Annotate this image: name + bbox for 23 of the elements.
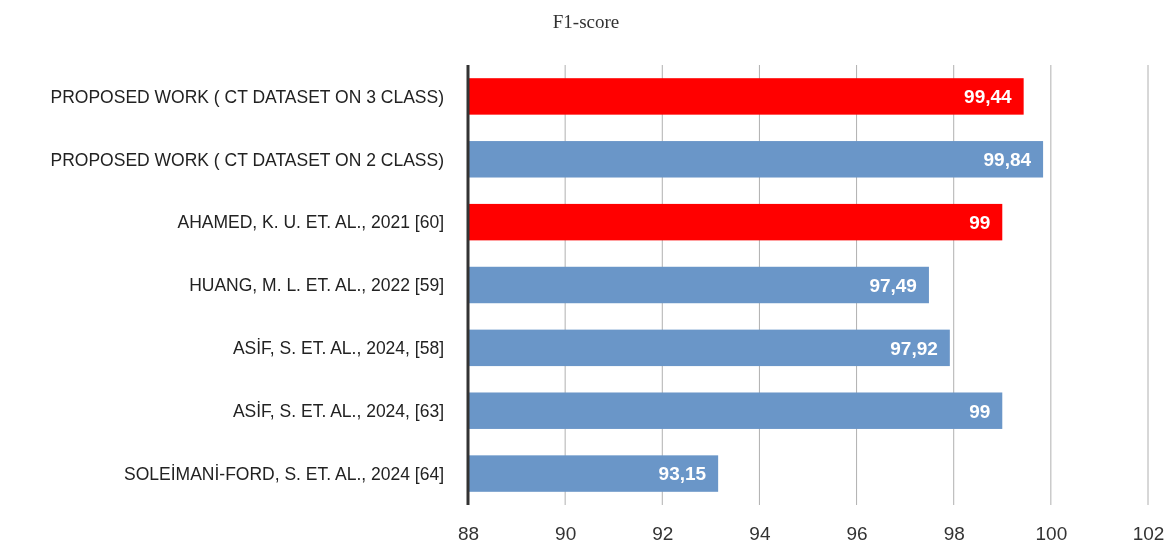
y-tick-label: ASİF, S. ET. AL., 2024, [58] [232, 338, 444, 359]
y-tick-label: PROPOSED WORK ( CT DATASET ON 3 CLASS) [50, 86, 444, 107]
data-label: 99 [969, 400, 991, 422]
data-label: 99 [969, 211, 991, 233]
data-label: 93,15 [658, 463, 707, 485]
y-tick-label: AHAMED, K. U. ET. AL., 2021 [60] [177, 212, 444, 233]
x-tick-label: 94 [749, 523, 771, 545]
x-tick-label: 98 [943, 523, 965, 545]
x-tick-label: 88 [457, 523, 480, 545]
x-tick-label: 90 [555, 523, 577, 545]
x-tick-label: 96 [846, 523, 868, 545]
data-label: 99,84 [983, 149, 1032, 171]
data-label: 97,92 [890, 337, 938, 359]
y-tick-label: ASİF, S. ET. AL., 2024, [63] [232, 401, 444, 422]
data-label: 99,44 [964, 86, 1013, 108]
data-label: 97,49 [869, 274, 917, 296]
x-tick-label: 92 [652, 523, 674, 545]
x-tick-label: 100 [1035, 523, 1068, 545]
y-tick-label: PROPOSED WORK ( CT DATASET ON 2 CLASS) [50, 149, 444, 170]
y-tick-label: HUANG, M. L. ET. AL., 2022 [59] [189, 275, 444, 296]
x-tick-label: 102 [1132, 523, 1165, 545]
y-tick-label: SOLEİMANİ-FORD, S. ET. AL., 2024 [64] [124, 463, 444, 484]
chart-title: F1-score [552, 11, 620, 32]
